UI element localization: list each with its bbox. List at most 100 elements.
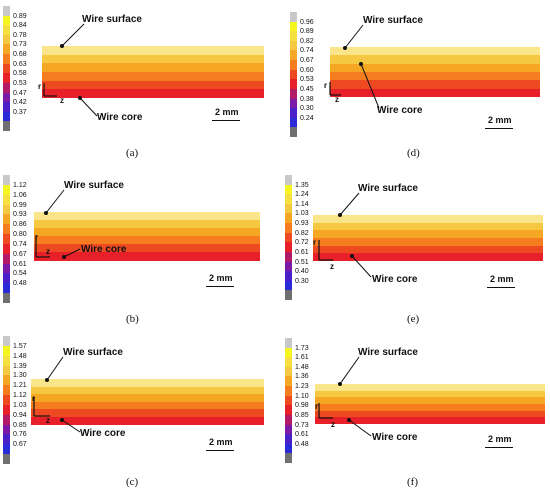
axis-z-label: z — [46, 247, 50, 256]
colorbar-segment — [285, 366, 292, 377]
panel-f: 1.73 1.61 1.48 1.36 1.23 1.10 0.98 0.85 0.73 0.61… — [275, 326, 550, 491]
colorbar-segment — [3, 365, 10, 376]
colorbar-tick-label: 0.73 — [13, 41, 27, 49]
colorbar-tick-label: 0.54 — [13, 270, 27, 278]
colorbar-tick-label: 1.03 — [13, 401, 27, 409]
scale-bar — [206, 450, 234, 451]
colorbar-segment — [3, 336, 10, 347]
colorbar-segment — [3, 184, 10, 196]
contour-band — [42, 54, 264, 64]
colorbar-tick-label: 0.78 — [13, 31, 27, 39]
contour-band — [330, 55, 540, 65]
colorbar-segment — [285, 213, 292, 224]
colorbar-tick-label: 0.61 — [295, 431, 309, 439]
colorbar-tick-label: 1.03 — [295, 210, 309, 218]
axis-z-label: z — [331, 420, 335, 429]
caption-c: (c) — [126, 476, 139, 488]
wire-surface-label: Wire surface — [358, 183, 418, 194]
wire-surface-label: Wire surface — [358, 347, 418, 358]
contour-band — [34, 236, 260, 245]
colorbar-tick-label: 0.67 — [300, 57, 314, 65]
colorbar-segment — [285, 405, 292, 416]
leader-lines-d — [329, 24, 380, 109]
caption-b: (b) — [126, 313, 139, 325]
colorbar-segment — [290, 117, 297, 128]
colorbar-segment — [290, 79, 297, 90]
contour-band — [315, 404, 545, 412]
colorbar-tick-label: 0.76 — [13, 431, 27, 439]
colorbar-segment — [290, 60, 297, 71]
colorbar-tick-label: 1.57 — [13, 342, 27, 350]
contour-band — [42, 89, 264, 99]
colorbar-segment — [3, 102, 10, 113]
colorbar-tick-label: 0.89 — [300, 28, 314, 36]
colorbar-tick-label: 1.61 — [295, 354, 309, 362]
colorbar-segment — [285, 223, 292, 234]
colorbar-tick-label: 1.48 — [13, 352, 27, 360]
colorbar-tick-label: 0.61 — [295, 248, 309, 256]
contour-plot-f — [315, 384, 545, 425]
colorbar-tick-label: 0.67 — [13, 441, 27, 449]
axis-z-label: z — [60, 96, 64, 105]
colorbar-tick-label: 0.30 — [295, 277, 309, 285]
colorbar-tick-label: 1.48 — [295, 363, 309, 371]
colorbar-segment — [285, 338, 292, 349]
colorbar-tick-label: 0.40 — [295, 268, 309, 276]
colorbar-tick-label: 0.48 — [295, 440, 309, 448]
scale-bar — [206, 286, 234, 287]
colorbar-tick-label: 0.86 — [13, 221, 27, 229]
colorbar-tick-label: 1.12 — [13, 181, 27, 189]
colorbar-segment — [3, 424, 10, 435]
colorbar-segment — [285, 280, 292, 291]
contour-band — [313, 215, 543, 224]
colorbar-segment — [3, 175, 10, 186]
colorbar-segment — [290, 50, 297, 61]
contour-band — [31, 386, 264, 395]
leader-lines-b — [35, 189, 81, 259]
axis-z-label: z — [46, 416, 50, 425]
panel-b: 1.12 1.06 0.99 0.93 0.86 0.80 0.74 0.67 0.61 0.54… — [0, 163, 275, 326]
colorbar-tick-label: 0.48 — [13, 280, 27, 288]
colorbar-segment — [3, 15, 10, 26]
colorbar-segment — [3, 73, 10, 84]
contour-band — [313, 253, 543, 262]
contour-band — [330, 47, 540, 56]
leader-lines-f — [318, 356, 372, 437]
colorbar-tick-label: 0.38 — [300, 95, 314, 103]
axis-r-label: r — [38, 82, 42, 91]
scale-bar — [487, 287, 515, 288]
contour-band — [42, 72, 264, 82]
colorbar-tick-label: 1.23 — [295, 383, 309, 391]
colorbar-tick-label: 0.98 — [295, 402, 309, 410]
contour-plot-e — [313, 215, 543, 262]
colorbar-segment — [3, 293, 10, 304]
colorbar-segment — [3, 6, 10, 17]
contour-plot-c — [31, 379, 264, 425]
colorbar-segment — [285, 376, 292, 387]
contour-band — [34, 228, 260, 237]
scale-bar-label: 2 mm — [209, 437, 233, 447]
colorbar-segment — [290, 31, 297, 42]
wire-core-label: Wire core — [372, 274, 418, 285]
colorbar-tick-label: 0.74 — [13, 240, 27, 248]
colorbar-tick-label: 0.94 — [13, 411, 27, 419]
colorbar-tick-label: 1.10 — [295, 392, 309, 400]
panel-e: 1.35 1.24 1.14 1.03 0.93 0.82 0.72 0.61 0.51 0.40… — [275, 163, 550, 326]
colorbar-tick-label: 0.30 — [300, 105, 314, 113]
panel-d: 0.96 0.89 0.82 0.74 0.67 0.60 0.53 0.45 0.38 0.30… — [275, 0, 550, 163]
contour-band — [330, 72, 540, 81]
colorbar-tick-label: 0.47 — [13, 89, 27, 97]
colorbar-tick-label: 0.82 — [300, 37, 314, 45]
colorbar-tick-label: 0.82 — [295, 229, 309, 237]
contour-plot-b — [34, 212, 260, 261]
caption-e: (e) — [407, 313, 420, 325]
colorbar-tick-label: 1.39 — [13, 362, 27, 370]
contour-band — [31, 379, 264, 387]
scale-bar-label: 2 mm — [215, 107, 239, 117]
contour-band — [31, 394, 264, 402]
contour-band — [315, 397, 545, 405]
axis-r-label: r — [315, 402, 319, 411]
colorbar-segment — [3, 243, 10, 255]
colorbar-segment — [285, 290, 292, 301]
contour-band — [34, 220, 260, 229]
